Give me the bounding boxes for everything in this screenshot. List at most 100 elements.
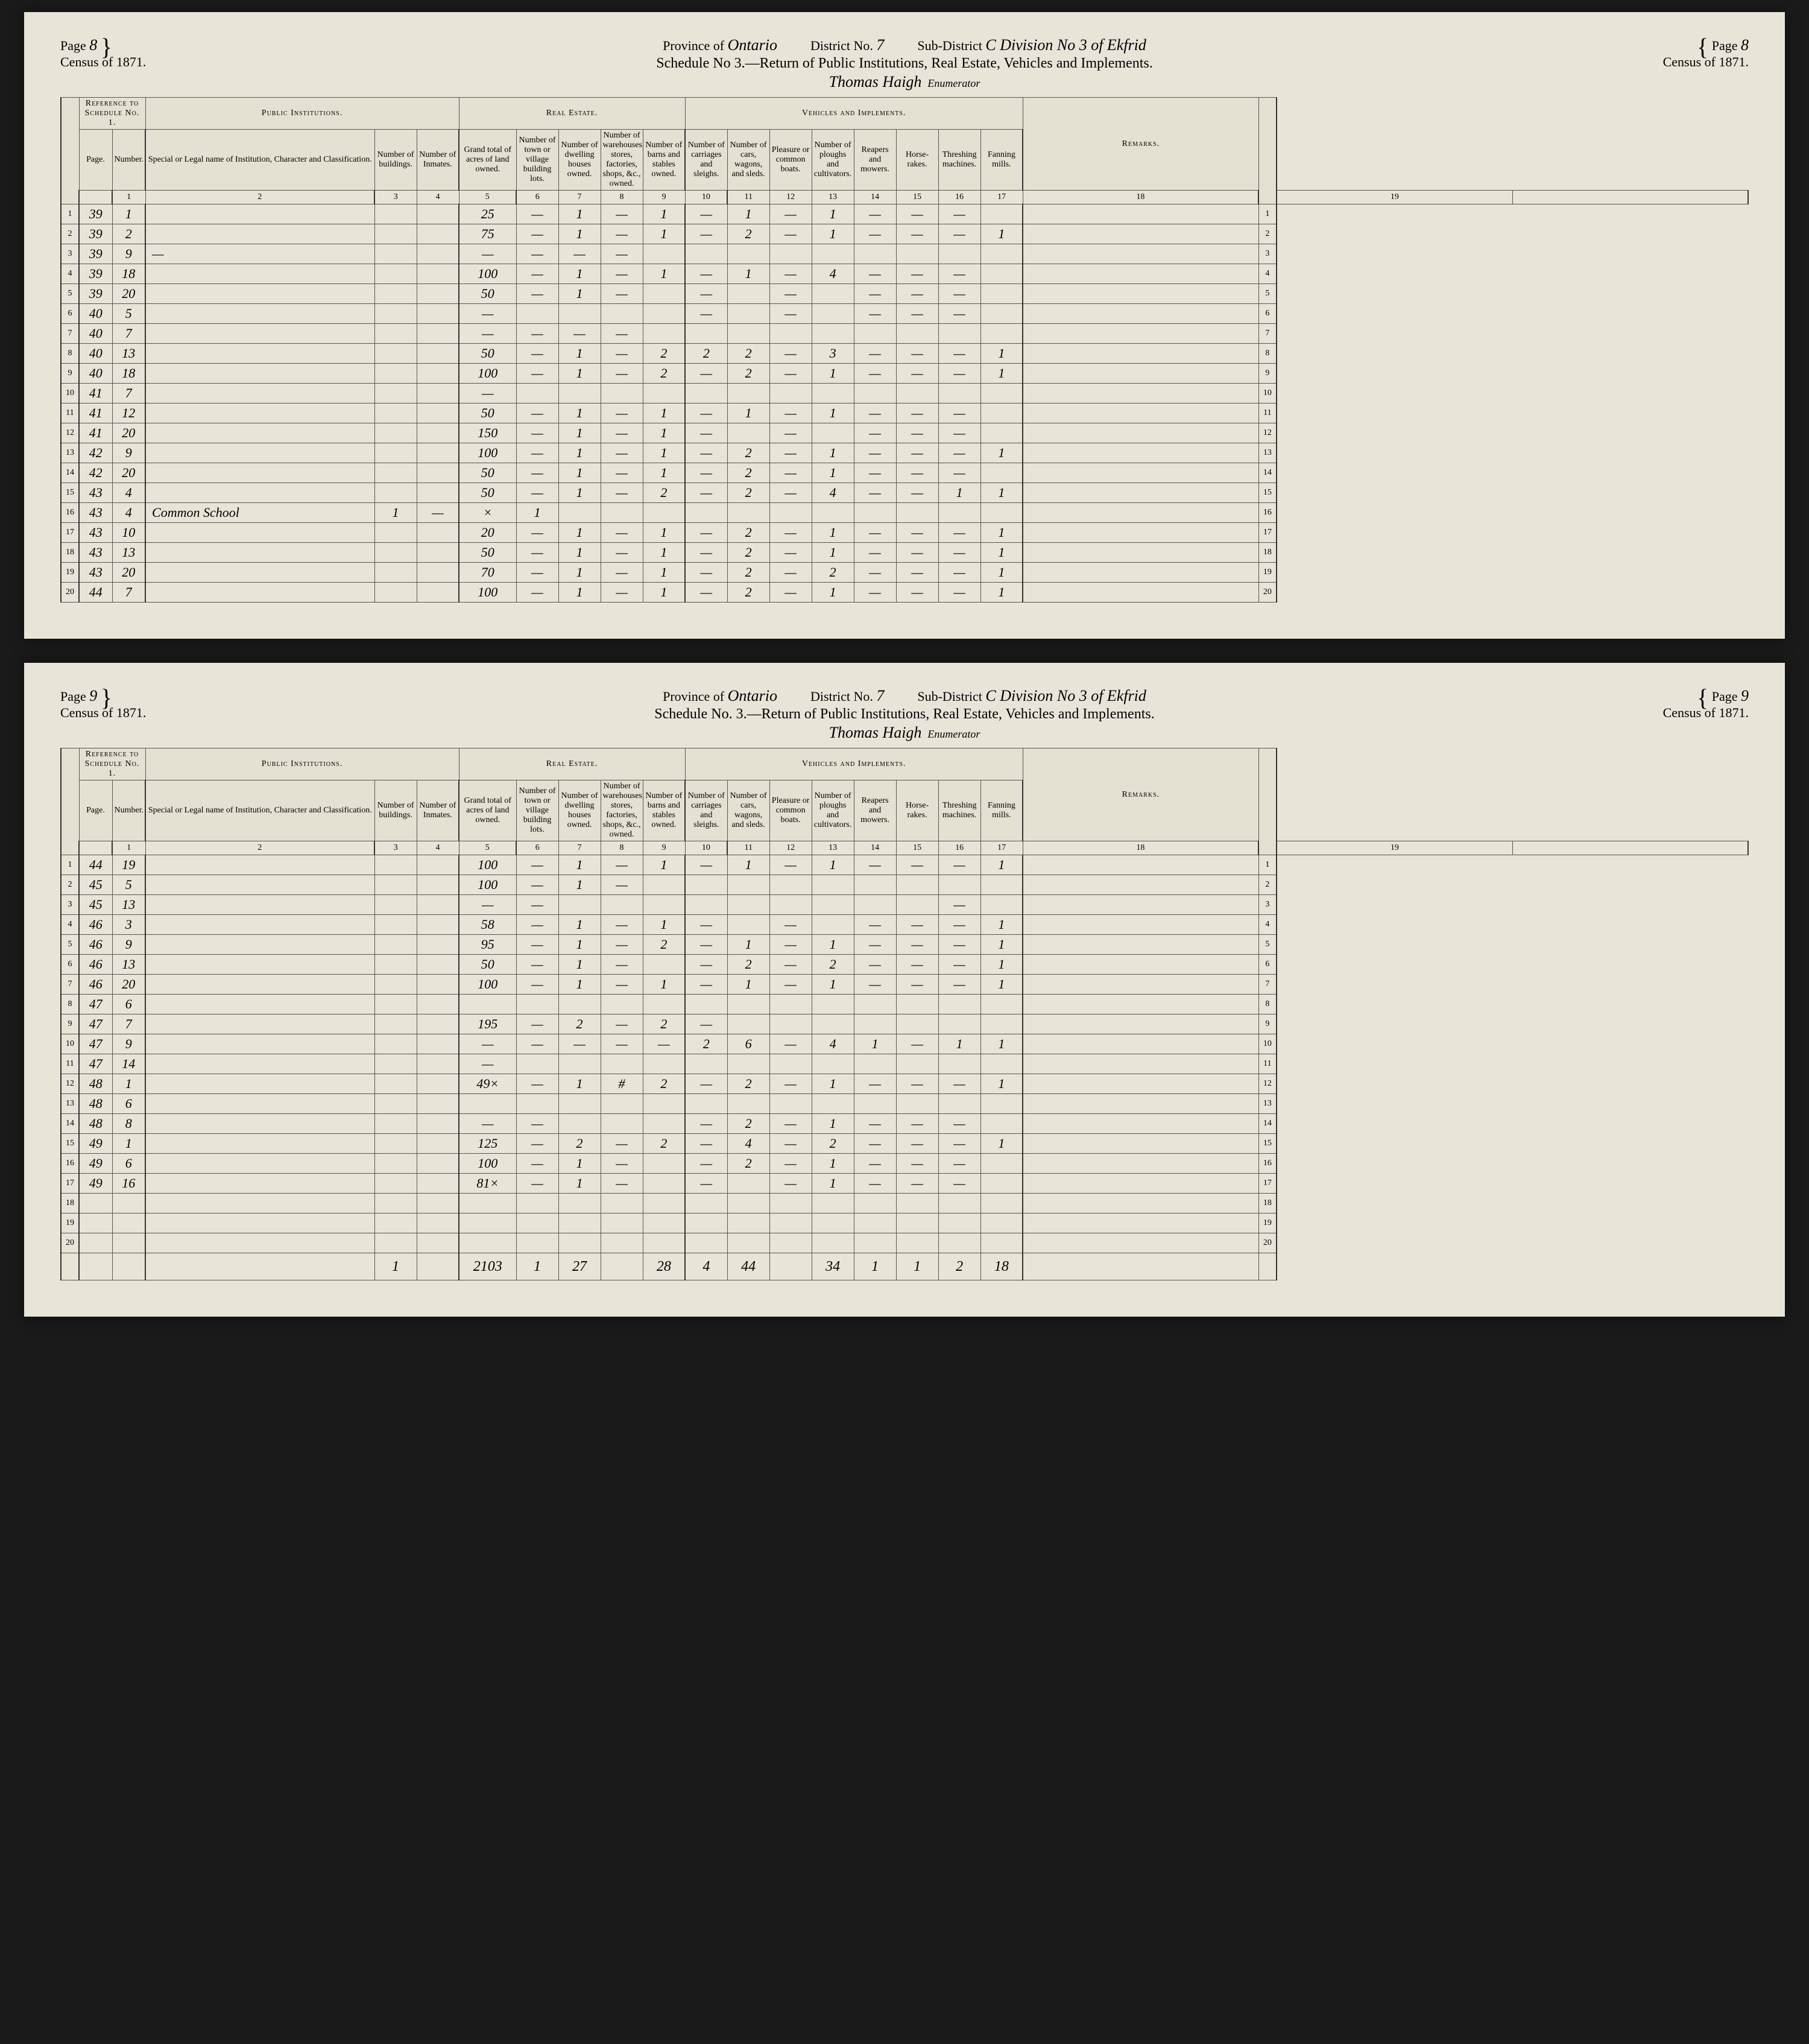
col-16: — bbox=[896, 855, 938, 875]
ref-number bbox=[112, 1233, 145, 1253]
col-9: — bbox=[601, 204, 643, 224]
col-7: — bbox=[516, 855, 558, 875]
col-10: 1 bbox=[643, 463, 685, 483]
col-17 bbox=[938, 244, 980, 264]
ref-number: 7 bbox=[112, 583, 145, 603]
col-12: 1 bbox=[727, 403, 769, 423]
row-number: 1 bbox=[61, 204, 79, 224]
column-number: 12 bbox=[769, 191, 812, 204]
col-14 bbox=[812, 423, 854, 443]
col-15: — bbox=[854, 855, 896, 875]
row-number-right: 14 bbox=[1258, 1114, 1277, 1134]
ref-page: 44 bbox=[79, 583, 112, 603]
column-number: 2 bbox=[145, 841, 374, 855]
row-number-right: 12 bbox=[1258, 423, 1277, 443]
institution-name bbox=[145, 463, 374, 483]
col-8: 2 bbox=[558, 1014, 601, 1034]
col-16: — bbox=[896, 423, 938, 443]
institution-name bbox=[145, 443, 374, 463]
column-number: 11 bbox=[727, 191, 769, 204]
col-8 bbox=[558, 1194, 601, 1213]
ref-number: 8 bbox=[112, 1114, 145, 1134]
remarks-cell bbox=[1023, 1114, 1258, 1134]
district-label: District No. bbox=[810, 689, 873, 704]
census-page: Page 8 } Census of 1871. Province of Ont… bbox=[24, 12, 1785, 639]
schedule-title: Schedule No. 3.—Return of Public Institu… bbox=[217, 706, 1592, 723]
col-16: — bbox=[896, 543, 938, 563]
col-17 bbox=[938, 1233, 980, 1253]
col-15: 1 bbox=[854, 1034, 896, 1054]
grand-total-acres bbox=[459, 1194, 516, 1213]
num-inmates bbox=[417, 443, 459, 463]
num-inmates bbox=[417, 344, 459, 364]
col-9 bbox=[601, 1194, 643, 1213]
col-12: 2 bbox=[727, 224, 769, 244]
col-12: 2 bbox=[727, 523, 769, 543]
num-buildings bbox=[374, 403, 417, 423]
page-label-right: Page bbox=[1712, 689, 1738, 704]
remarks-cell bbox=[1023, 204, 1258, 224]
grand-total-acres: 81× bbox=[459, 1174, 516, 1194]
row-number-right: 9 bbox=[1258, 364, 1277, 384]
num-inmates bbox=[417, 204, 459, 224]
column-number: 12 bbox=[769, 841, 812, 855]
col-9 bbox=[601, 1114, 643, 1134]
num-buildings bbox=[374, 1154, 417, 1174]
institution-name bbox=[145, 975, 374, 995]
remarks-cell bbox=[1023, 1034, 1258, 1054]
col-15: — bbox=[854, 204, 896, 224]
col-18 bbox=[980, 895, 1023, 915]
num-buildings: 1 bbox=[374, 503, 417, 523]
hdr-institution-desc: Special or Legal name of Institution, Ch… bbox=[145, 130, 374, 191]
remarks-cell bbox=[1023, 483, 1258, 503]
col-18 bbox=[980, 1054, 1023, 1074]
col-10 bbox=[643, 284, 685, 304]
col-10: 1 bbox=[643, 204, 685, 224]
col-15 bbox=[854, 384, 896, 403]
col-13 bbox=[769, 324, 812, 344]
col-17 bbox=[938, 875, 980, 895]
grand-total-acres: — bbox=[459, 324, 516, 344]
col-12 bbox=[727, 895, 769, 915]
col-11 bbox=[685, 503, 727, 523]
col-11 bbox=[685, 995, 727, 1014]
row-number: 20 bbox=[61, 583, 79, 603]
col-11: — bbox=[685, 935, 727, 955]
col-17 bbox=[938, 1054, 980, 1074]
col-7: — bbox=[516, 895, 558, 915]
column-number: 2 bbox=[145, 191, 374, 204]
col-7: — bbox=[516, 915, 558, 935]
remarks-cell bbox=[1023, 264, 1258, 284]
hdr-remarks: Remarks. bbox=[1023, 748, 1258, 841]
col-10: 1 bbox=[643, 543, 685, 563]
col-11: — bbox=[685, 543, 727, 563]
page-label: Page bbox=[60, 38, 86, 53]
col-18 bbox=[980, 1194, 1023, 1213]
col-15 bbox=[854, 1194, 896, 1213]
col-15 bbox=[854, 1094, 896, 1114]
col-9: — bbox=[601, 875, 643, 895]
col-12: 2 bbox=[727, 344, 769, 364]
num-inmates bbox=[417, 244, 459, 264]
col-9: — bbox=[601, 284, 643, 304]
col-11: — bbox=[685, 523, 727, 543]
ref-number: 9 bbox=[112, 1034, 145, 1054]
col-18: 1 bbox=[980, 224, 1023, 244]
ref-page: 39 bbox=[79, 284, 112, 304]
col-14: 4 bbox=[812, 1034, 854, 1054]
col-15 bbox=[854, 1233, 896, 1253]
hdr-number: Number. bbox=[112, 780, 145, 841]
row-number: 20 bbox=[61, 1233, 79, 1253]
col-7 bbox=[516, 1194, 558, 1213]
col-7: — bbox=[516, 975, 558, 995]
grand-total-acres bbox=[459, 995, 516, 1014]
col-13: — bbox=[769, 1114, 812, 1134]
col-15: — bbox=[854, 1154, 896, 1174]
row-number-right: 17 bbox=[1258, 523, 1277, 543]
col-18: 1 bbox=[980, 855, 1023, 875]
num-buildings bbox=[374, 423, 417, 443]
ref-page bbox=[79, 1233, 112, 1253]
col-15: — bbox=[854, 443, 896, 463]
ref-number: 13 bbox=[112, 344, 145, 364]
col-17 bbox=[938, 1014, 980, 1034]
